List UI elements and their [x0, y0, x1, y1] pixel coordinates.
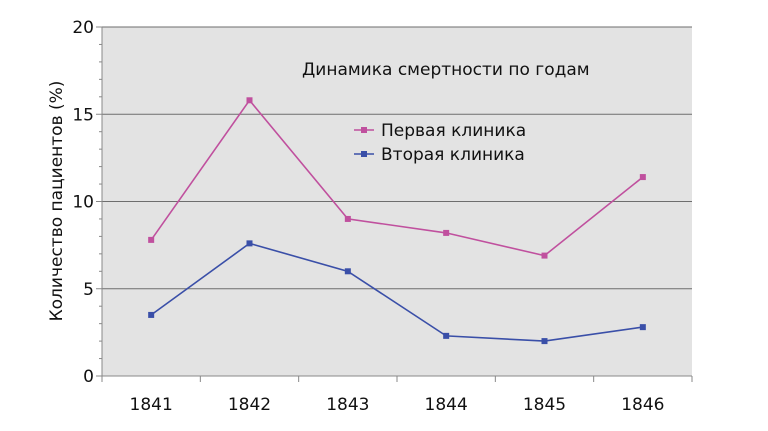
x-tick-label: 1841: [130, 395, 173, 415]
data-point: [443, 332, 450, 339]
data-point: [344, 215, 351, 222]
y-tick-label: 5: [83, 280, 94, 300]
axes: [96, 26, 693, 382]
y-tick-label: 10: [72, 193, 94, 213]
chart-title: Динамика смертности по годам: [302, 60, 590, 80]
legend-marker: [361, 127, 367, 133]
y-tick-labels: 0 5 10 15 20: [72, 18, 94, 387]
series-line-2: [150, 242, 643, 342]
legend-label: Вторая клиника: [381, 145, 525, 165]
series-line-1: [150, 98, 644, 257]
y-tick-label: 0: [83, 367, 94, 387]
y-axis-title: Количество пациентов (%): [47, 81, 67, 322]
x-tick-label: 1842: [228, 395, 271, 415]
y-tick-label: 15: [72, 105, 94, 125]
x-tick-label: 1844: [425, 395, 468, 415]
legend-label: Первая клиника: [381, 121, 526, 141]
data-point: [639, 174, 646, 181]
gridlines: [102, 26, 692, 290]
data-point: [541, 338, 548, 345]
legend: Первая клиника Вторая клиника: [354, 121, 526, 165]
data-point: [344, 268, 351, 275]
data-point: [541, 252, 548, 259]
data-point: [246, 240, 253, 247]
series-group: [148, 97, 646, 345]
data-point: [148, 236, 155, 243]
x-tick-label: 1846: [621, 395, 664, 415]
legend-marker: [361, 151, 367, 157]
x-tick-label: 1845: [523, 395, 566, 415]
x-tick-label: 1843: [326, 395, 369, 415]
data-point: [148, 311, 155, 318]
data-point: [443, 229, 450, 236]
data-point: [246, 97, 253, 104]
x-tick-labels: 1841 1842 1843 1844 1845 1846: [130, 395, 665, 415]
data-point: [639, 324, 646, 331]
y-tick-label: 20: [72, 18, 94, 38]
